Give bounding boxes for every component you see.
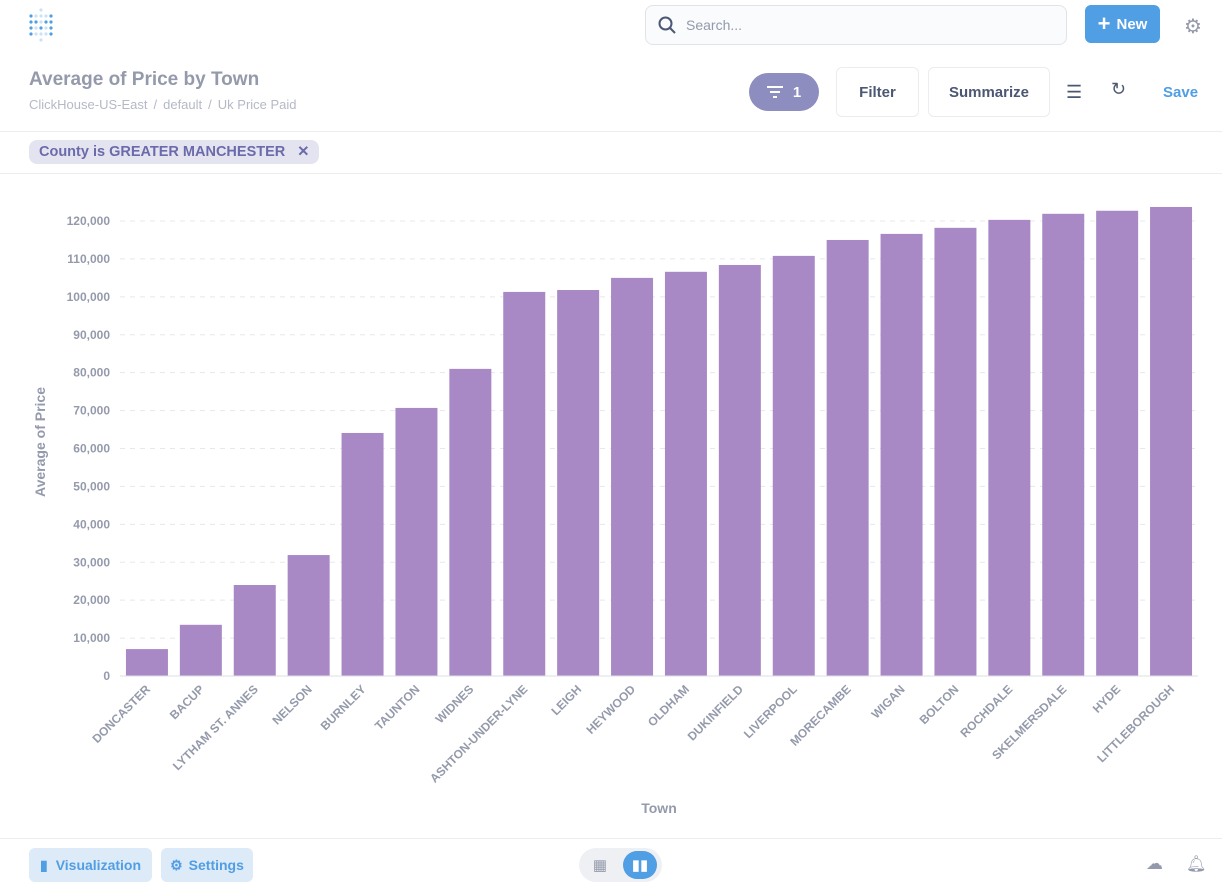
refresh-icon[interactable]: ↻ [1111,79,1127,99]
y-tick-label: 0 [103,669,110,683]
bar[interactable] [988,219,1031,677]
bar[interactable] [179,624,222,676]
y-tick-label: 110,000 [67,252,110,266]
x-tick-label: LIVERPOOL [741,682,800,741]
bar-chart: 0 10,000 20,000 30,000 40,000 50,000 60,000 70,… [32,206,1198,816]
bar[interactable] [341,432,384,676]
gear-icon: ⚙ [170,856,183,873]
x-tick-label: OLDHAM [645,682,692,729]
y-tick-label: 20,000 [73,593,110,607]
y-tick-label: 60,000 [73,442,110,456]
x-tick-label: WIDNES [433,682,477,726]
table-icon[interactable]: ▦ [592,857,608,874]
x-tick-label: ROCHDALE [957,682,1015,740]
x-tick-label: HEYWOOD [583,682,638,737]
bar[interactable] [1150,206,1193,676]
bar[interactable] [934,227,977,676]
filter-icon [766,86,783,98]
bar[interactable] [503,291,546,676]
bar[interactable] [718,264,761,676]
page-title: Average of Price by Town [29,69,260,90]
divider [0,131,1222,132]
bar[interactable] [772,255,815,676]
filter-count: 1 [792,83,802,101]
x-tick-label: NELSON [270,682,315,727]
search-input[interactable]: Search... [645,5,1067,45]
filter-pill-label: County is GREATER MANCHESTER [39,144,286,160]
close-icon[interactable]: ✕ [297,144,310,160]
x-tick-label: DONCASTER [89,682,153,746]
x-tick-label: BOLTON [917,682,962,727]
settings-label: Settings [188,857,244,873]
bar-chart-icon: ▮ [39,856,48,873]
y-tick-label: 80,000 [73,366,110,380]
bar[interactable] [611,277,654,676]
metabase-logo[interactable] [28,8,58,42]
gear-icon[interactable]: ⚙ [1184,16,1202,38]
x-tick-label: BACUP [167,682,207,722]
plus-icon: + [1097,11,1111,36]
y-tick-label: 40,000 [73,517,110,531]
bar[interactable] [233,585,276,676]
bar[interactable] [125,649,168,676]
x-tick-label: LEIGH [548,682,584,718]
view-toggle[interactable]: ▦ ▮▮ [579,848,662,882]
visualization-button[interactable]: ▮ Visualization [29,848,152,882]
download-icon[interactable]: ☁ [1146,854,1163,873]
filter-button[interactable]: Filter [836,67,919,117]
breadcrumb-database[interactable]: ClickHouse-US-East [29,97,148,112]
x-tick-label: BURNLEY [318,682,369,733]
y-tick-label: 90,000 [73,328,110,342]
breadcrumb: ClickHouse-US-East / default / Uk Price Paid [29,97,297,112]
bar[interactable] [395,407,438,676]
breadcrumb-schema[interactable]: default [163,97,203,112]
x-tick-label: TAUNTON [372,682,423,733]
x-tick-label: ASHTON-UNDER-LYNE [427,682,530,785]
bar-chart-icon[interactable]: ▮▮ [623,851,657,879]
settings-button[interactable]: ⚙ Settings [161,848,253,882]
search-placeholder: Search... [686,17,743,33]
filter-toggle-button[interactable]: 1 [749,73,819,111]
bar[interactable] [880,233,923,676]
notebook-icon[interactable]: ☰ [1066,82,1083,102]
divider [0,838,1222,839]
bar[interactable] [557,290,600,676]
y-tick-label: 70,000 [73,404,110,418]
y-tick-label: 120,000 [67,214,111,228]
bar[interactable] [1096,210,1139,676]
new-label: New [1116,15,1148,33]
bar[interactable] [449,368,492,676]
search-icon [658,16,676,34]
y-tick-label: 50,000 [73,479,110,493]
x-axis-label: Town [641,800,677,816]
bar[interactable] [664,271,707,676]
y-tick-label: 100,000 [67,290,111,304]
new-button[interactable]: + New [1085,5,1160,43]
filter-pill[interactable]: County is GREATER MANCHESTER ✕ [29,140,320,164]
y-tick-label: 10,000 [73,631,110,645]
summarize-button[interactable]: Summarize [928,67,1050,117]
x-tick-label: WIGAN [869,682,908,721]
bar[interactable] [287,555,330,676]
divider [0,173,1222,174]
bar[interactable] [826,239,869,676]
y-axis-label: Average of Price [32,387,48,497]
visualization-label: Visualization [55,857,142,873]
x-tick-label: DUKINFIELD [685,682,747,744]
bar[interactable] [1042,213,1085,676]
bell-icon[interactable]: 🔔︎ [1186,856,1207,873]
save-button[interactable]: Save [1163,84,1199,101]
x-tick-label: HYDE [1090,682,1123,715]
y-tick-label: 30,000 [73,555,110,569]
breadcrumb-table[interactable]: Uk Price Paid [217,97,297,112]
